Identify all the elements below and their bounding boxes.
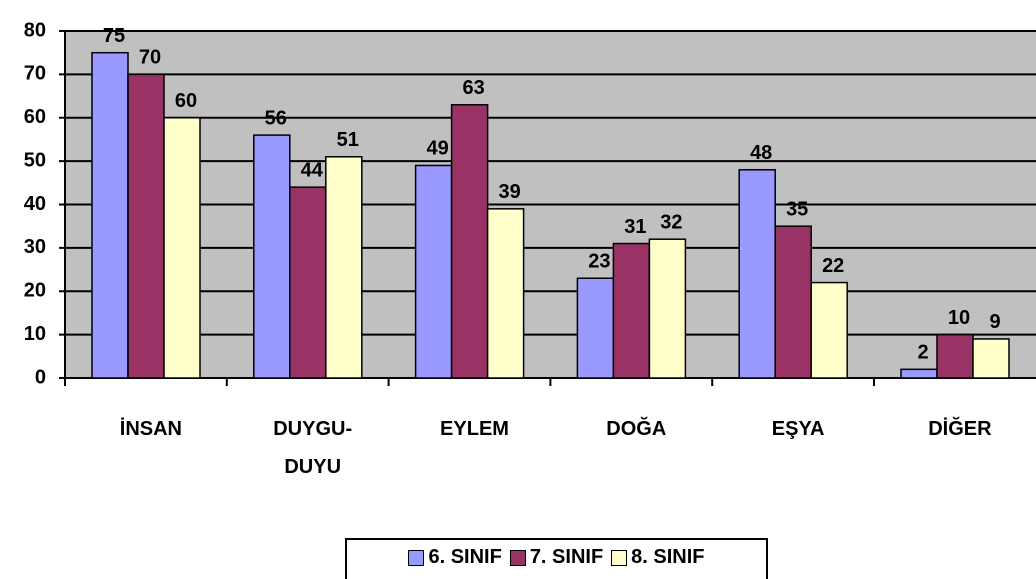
bar: [972, 338, 1010, 379]
data-label: 32: [660, 211, 682, 233]
legend-swatch: [611, 549, 628, 566]
bar: [810, 281, 848, 379]
data-label: 75: [103, 25, 125, 47]
y-tick-label: 0: [35, 366, 46, 388]
bar: [414, 164, 453, 379]
y-tick-label: 30: [24, 236, 46, 258]
y-tick-label: 40: [24, 193, 46, 215]
data-label: 60: [175, 90, 197, 112]
x-tick-label: DOĞA: [606, 418, 667, 440]
data-label: 44: [301, 159, 324, 181]
data-label: 2: [917, 342, 928, 364]
legend-item: 8. SINIF: [611, 546, 705, 569]
bar: [289, 186, 327, 379]
data-label: 22: [822, 255, 844, 277]
bar: [936, 333, 974, 379]
x-tick-label: DİĞER: [928, 418, 992, 440]
data-label: 56: [265, 107, 287, 129]
bar: [576, 277, 615, 379]
bar: [648, 238, 687, 379]
data-label: 35: [786, 198, 808, 220]
y-tick-label: 20: [24, 280, 46, 302]
y-tick-label: 50: [24, 149, 46, 171]
bar: [450, 103, 489, 379]
x-tick-label: İNSAN: [119, 418, 182, 440]
data-label: 31: [624, 216, 646, 238]
data-label: 10: [948, 307, 970, 329]
x-tick-label: DUYGU-DUYU: [273, 418, 353, 478]
data-label: 49: [426, 138, 448, 160]
data-label: 63: [462, 77, 484, 99]
legend-item: 6. SINIF: [408, 546, 502, 569]
legend-item: 7. SINIF: [509, 546, 604, 569]
data-label: 48: [750, 142, 772, 164]
bar: [612, 242, 651, 379]
data-label: 9: [989, 311, 1000, 333]
bar: [325, 156, 363, 379]
bar: [900, 368, 938, 379]
y-tick-label: 80: [24, 19, 46, 41]
x-tick-label: EŞYA: [771, 418, 825, 440]
legend-label: 7. SINIF: [529, 546, 604, 568]
legend-swatch: [509, 549, 526, 566]
bar: [163, 117, 201, 379]
data-label: 70: [139, 47, 161, 69]
data-label: 23: [588, 251, 610, 273]
legend-label: 8. SINIF: [631, 546, 705, 568]
bar: [127, 73, 165, 379]
bar: [774, 225, 812, 379]
bar: [486, 208, 525, 379]
y-tick-label: 60: [24, 106, 46, 128]
data-label: 39: [498, 181, 520, 203]
legend-swatch: [408, 549, 425, 566]
y-tick-label: 10: [24, 323, 46, 345]
bar: [91, 51, 129, 379]
legend: 6. SINIF 7. SINIF 8. SINIF: [345, 538, 768, 579]
bar: [253, 134, 291, 379]
x-tick-label: EYLEM: [440, 418, 509, 440]
y-tick-label: 70: [24, 63, 46, 85]
bar: [738, 169, 776, 379]
data-label: 51: [337, 129, 359, 151]
legend-label: 6. SINIF: [428, 546, 502, 568]
